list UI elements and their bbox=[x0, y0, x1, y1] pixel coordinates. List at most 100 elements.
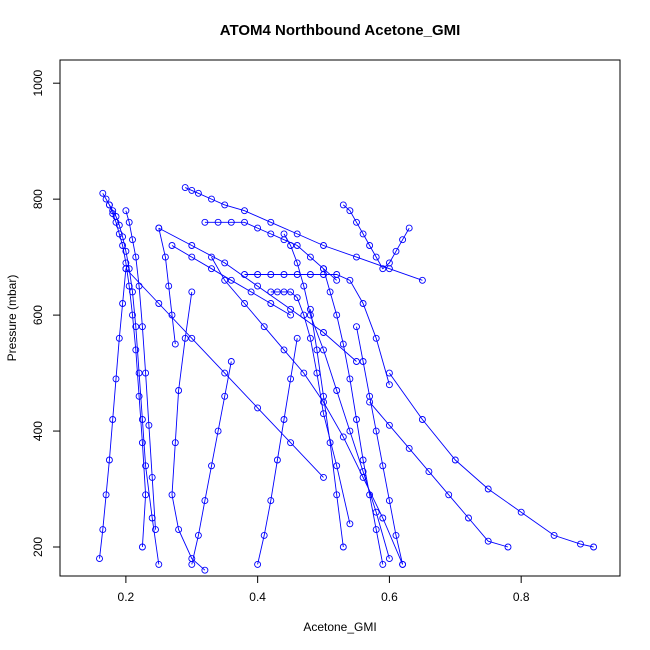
series-line bbox=[171, 245, 291, 316]
data-point bbox=[135, 369, 143, 377]
data-point bbox=[194, 189, 202, 197]
data-point bbox=[267, 271, 275, 278]
data-point bbox=[346, 520, 354, 528]
data-point bbox=[221, 369, 229, 377]
data-point bbox=[346, 375, 354, 383]
series-line bbox=[171, 291, 206, 571]
data-point bbox=[145, 421, 153, 429]
data-point bbox=[372, 334, 380, 342]
series-line bbox=[323, 268, 384, 565]
data-point bbox=[287, 311, 295, 319]
x-axis-label: Acetone_GMI bbox=[303, 620, 376, 634]
data-point bbox=[260, 531, 268, 539]
data-point bbox=[280, 271, 288, 278]
data-point bbox=[353, 218, 360, 226]
data-point bbox=[171, 439, 179, 447]
series-layer bbox=[96, 184, 598, 574]
data-point bbox=[372, 526, 380, 534]
data-point bbox=[379, 514, 387, 522]
data-point bbox=[320, 473, 327, 481]
x-tick-label: 0.6 bbox=[381, 590, 398, 604]
data-point bbox=[293, 259, 301, 267]
data-point bbox=[168, 242, 176, 249]
y-tick-label: 200 bbox=[31, 537, 45, 557]
series-10 bbox=[339, 201, 413, 273]
data-point bbox=[339, 201, 347, 209]
series-line bbox=[389, 372, 594, 548]
data-point bbox=[313, 346, 321, 354]
data-point bbox=[405, 444, 413, 452]
data-point bbox=[339, 543, 347, 551]
data-point bbox=[385, 555, 393, 563]
data-point bbox=[148, 473, 156, 481]
data-point bbox=[129, 288, 136, 296]
series-line bbox=[257, 338, 298, 565]
data-point bbox=[227, 276, 235, 284]
series-line bbox=[343, 204, 410, 270]
series-20 bbox=[385, 369, 598, 551]
y-axis-label: Pressure (mbar) bbox=[5, 275, 19, 362]
series-2 bbox=[105, 201, 163, 568]
data-point bbox=[379, 462, 387, 470]
data-point bbox=[405, 224, 413, 232]
data-point bbox=[359, 473, 367, 481]
data-point bbox=[125, 218, 133, 226]
data-point bbox=[188, 288, 196, 296]
series-19 bbox=[366, 398, 512, 551]
data-point bbox=[241, 300, 248, 307]
data-point bbox=[306, 305, 314, 313]
data-point bbox=[214, 218, 222, 226]
data-point bbox=[320, 346, 327, 354]
data-point bbox=[385, 421, 393, 429]
series-9 bbox=[280, 230, 393, 563]
series-17 bbox=[155, 224, 179, 348]
data-point bbox=[254, 282, 262, 290]
data-point bbox=[155, 560, 163, 568]
data-point bbox=[188, 186, 196, 194]
data-point bbox=[280, 416, 288, 423]
data-point bbox=[590, 543, 598, 551]
series-15 bbox=[254, 334, 301, 568]
data-point bbox=[372, 427, 380, 435]
data-point bbox=[339, 433, 347, 441]
data-point bbox=[306, 271, 314, 278]
series-22 bbox=[122, 265, 327, 481]
data-point bbox=[227, 218, 235, 226]
series-14 bbox=[188, 358, 235, 568]
data-point bbox=[267, 497, 275, 505]
data-point bbox=[188, 334, 196, 342]
data-point bbox=[99, 189, 107, 197]
data-point bbox=[353, 253, 360, 261]
series-line bbox=[125, 210, 156, 530]
series-5 bbox=[181, 184, 426, 284]
data-point bbox=[333, 387, 341, 394]
data-point bbox=[221, 259, 229, 267]
data-point bbox=[102, 491, 110, 499]
data-point bbox=[221, 392, 229, 400]
data-point bbox=[359, 456, 367, 464]
series-13 bbox=[168, 288, 209, 574]
data-point bbox=[129, 236, 136, 244]
x-axis: 0.2 0.4 0.6 0.8 bbox=[118, 576, 530, 604]
series-line bbox=[109, 204, 160, 565]
data-point bbox=[399, 560, 407, 568]
data-point bbox=[241, 218, 248, 226]
series-line bbox=[283, 233, 390, 559]
data-point bbox=[372, 253, 380, 261]
data-point bbox=[287, 439, 295, 447]
series-line bbox=[185, 187, 423, 281]
data-point bbox=[201, 497, 209, 505]
data-point bbox=[168, 491, 176, 499]
data-point bbox=[122, 247, 130, 255]
data-point bbox=[188, 560, 196, 568]
series-line bbox=[356, 326, 404, 565]
data-point bbox=[152, 526, 159, 534]
data-point bbox=[112, 213, 120, 220]
series-line bbox=[211, 256, 404, 565]
data-point bbox=[119, 242, 127, 249]
series-line bbox=[309, 309, 344, 548]
data-point bbox=[550, 531, 558, 539]
data-point bbox=[96, 555, 103, 563]
data-point bbox=[280, 346, 288, 354]
